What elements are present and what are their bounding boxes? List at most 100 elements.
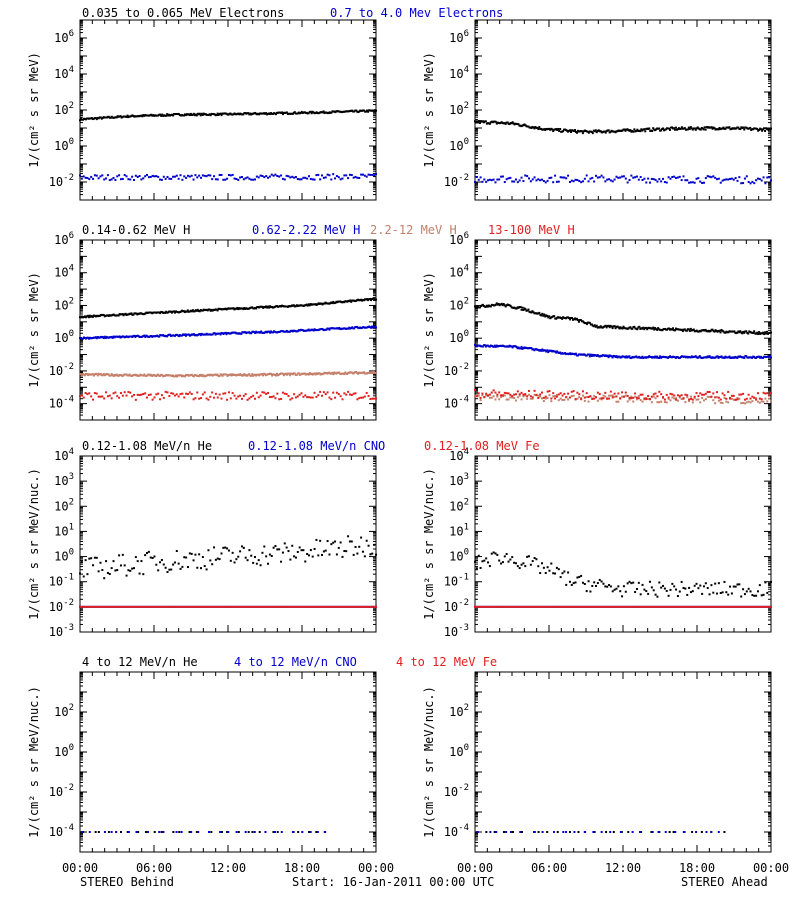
data-point <box>114 391 117 394</box>
data-point <box>81 337 84 340</box>
data-point <box>259 605 262 608</box>
data-point <box>701 393 704 396</box>
data-point <box>267 176 270 179</box>
data-point <box>276 548 279 551</box>
data-point <box>222 392 225 395</box>
data-point <box>624 391 627 394</box>
data-point <box>137 334 140 337</box>
data-point <box>126 114 129 117</box>
data-point <box>706 175 709 178</box>
data-point <box>79 395 81 398</box>
data-point <box>663 398 666 401</box>
data-point <box>200 605 203 608</box>
data-point <box>250 605 253 608</box>
data-point <box>345 174 348 177</box>
data-point <box>159 312 162 315</box>
data-point <box>315 538 318 541</box>
data-point <box>628 398 631 401</box>
data-point <box>492 345 495 348</box>
data-point <box>200 176 203 179</box>
data-point <box>103 335 106 338</box>
data-point <box>736 583 739 586</box>
data-point <box>190 552 193 555</box>
data-point <box>283 542 286 545</box>
data-point <box>619 590 622 593</box>
data-point <box>555 351 558 354</box>
data-point <box>231 605 234 608</box>
data-point <box>216 396 219 399</box>
y-axis-label: 1/(cm² s sr MeV/nuc.) <box>27 468 41 620</box>
data-point <box>173 561 176 564</box>
data-point <box>768 394 771 397</box>
data-point <box>652 178 655 181</box>
data-point <box>522 308 525 311</box>
data-point <box>559 176 562 179</box>
data-point <box>84 176 87 179</box>
data-point <box>500 395 503 398</box>
data-point <box>146 173 149 176</box>
data-point <box>248 605 251 608</box>
data-point <box>360 173 363 176</box>
data-point <box>218 173 221 176</box>
data-point <box>80 605 83 608</box>
data-point <box>348 540 351 543</box>
data-point <box>505 553 508 556</box>
data-point <box>607 129 610 132</box>
data-point <box>184 334 187 337</box>
data-point <box>602 176 605 179</box>
data-point <box>102 313 105 316</box>
data-point <box>101 174 104 177</box>
data-point <box>688 181 691 184</box>
data-point <box>351 326 354 329</box>
data-point <box>546 396 549 399</box>
data-point <box>295 373 298 376</box>
data-point <box>177 605 180 608</box>
data-point <box>229 174 232 177</box>
data-point <box>159 113 162 116</box>
data-point <box>268 330 271 333</box>
data-point <box>624 356 627 359</box>
data-point <box>527 177 530 180</box>
data-point <box>520 345 523 348</box>
data-point <box>309 110 312 113</box>
data-point <box>272 174 275 177</box>
data-point <box>574 178 577 181</box>
data-point <box>285 605 288 608</box>
data-point <box>705 356 708 359</box>
data-point <box>606 585 609 588</box>
data-point <box>250 374 253 377</box>
data-point <box>108 394 111 397</box>
data-point <box>293 111 296 114</box>
data-point <box>291 175 294 178</box>
data-point <box>595 131 598 134</box>
data-point <box>263 391 266 394</box>
data-point <box>515 307 518 310</box>
data-point <box>121 605 124 608</box>
data-point <box>537 128 540 131</box>
data-point <box>615 355 618 358</box>
data-point <box>527 308 530 311</box>
data-point <box>260 330 263 333</box>
data-point <box>293 393 296 396</box>
data-point <box>232 307 235 310</box>
data-point <box>308 304 311 307</box>
data-point <box>570 390 573 393</box>
data-point <box>665 128 668 131</box>
data-point <box>641 400 644 403</box>
data-point <box>99 561 102 564</box>
data-point <box>617 176 620 179</box>
data-point <box>642 326 645 329</box>
data-point <box>474 395 476 398</box>
data-point <box>481 180 484 183</box>
data-point <box>587 131 590 134</box>
data-point <box>129 605 132 608</box>
data-point <box>102 337 105 340</box>
data-point <box>218 558 221 561</box>
data-point <box>188 552 191 555</box>
data-point <box>609 585 612 588</box>
data-point <box>716 391 719 394</box>
data-point <box>300 392 303 395</box>
data-point <box>244 177 247 180</box>
data-point <box>617 400 620 403</box>
